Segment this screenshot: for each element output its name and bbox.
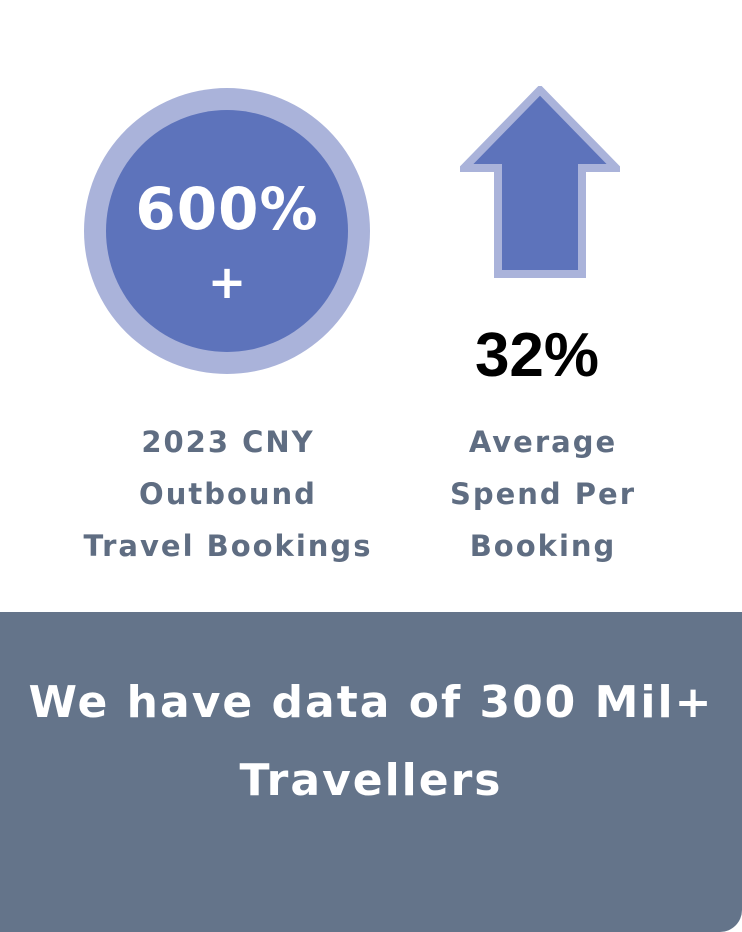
banner-line-2: Travellers (239, 755, 503, 806)
bookings-growth-value: 600% (135, 175, 319, 243)
arrow-up-icon (460, 86, 620, 278)
spend-caption-line-2: Spend Per (449, 477, 637, 511)
stat-circle (106, 110, 348, 352)
banner-line-1: We have data of 300 Mil+ (28, 677, 714, 728)
spend-caption-line-3: Booking (469, 529, 617, 563)
bookings-growth-plus: + (207, 255, 247, 309)
spend-growth-value: 32% (474, 321, 600, 390)
bookings-caption-line-3: Travel Bookings (83, 529, 373, 563)
spend-caption: Average Spend Per Booking (430, 416, 656, 572)
banner-text: We have data of 300 Mil+ Travellers (0, 664, 742, 820)
bookings-caption-line-2: Outbound (139, 477, 317, 511)
bookings-caption: 2023 CNY Outbound Travel Bookings (70, 416, 386, 572)
bookings-caption-line-1: 2023 CNY (141, 425, 315, 459)
travellers-banner: We have data of 300 Mil+ Travellers (0, 612, 742, 932)
spend-caption-line-1: Average (468, 425, 618, 459)
